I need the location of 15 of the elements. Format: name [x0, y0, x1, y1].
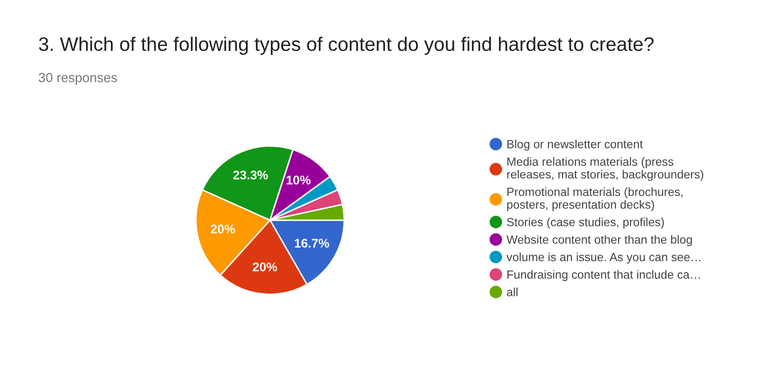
data-label: 10%: [286, 176, 311, 185]
chart-title: 3. Which of the following types of content do you find hardest to create?: [38, 36, 654, 55]
legend-label: Website content other than the blog: [506, 235, 692, 246]
legend-label: volume is an issue. As you can see…: [506, 252, 700, 264]
data-label: 20%: [252, 262, 278, 272]
data-label: 16.7%: [294, 238, 330, 248]
data-label: 23.3%: [233, 170, 268, 180]
legend-label: Stories (case studies, profiles): [506, 218, 664, 229]
legend-label: all: [506, 288, 518, 296]
legend-label: Blog or newsletter content: [507, 140, 643, 151]
text: 30 responses: [38, 72, 117, 85]
legend-label: Promotional materials (brochures, posters, presentation decks): [507, 187, 683, 212]
data-label: 20%: [210, 224, 236, 234]
legend-label: Media relations materials (press releases, mat stories, backgrounders): [507, 157, 704, 181]
legend-label: Fundraising content that include ca…: [507, 270, 700, 282]
